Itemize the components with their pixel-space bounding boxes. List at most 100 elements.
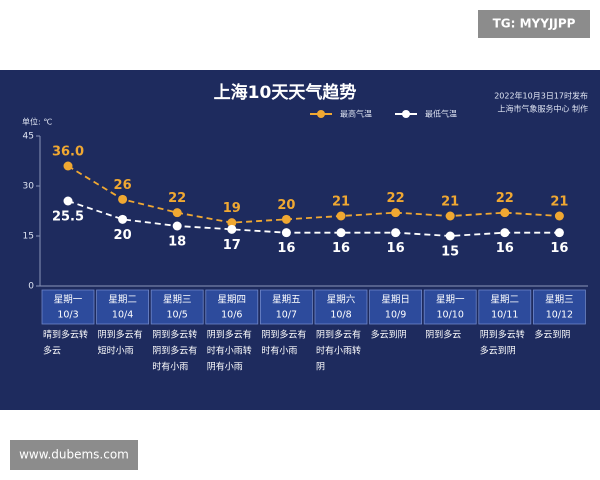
weather-description: 时有小雨 — [152, 361, 188, 373]
weekday-label: 星期一 — [54, 295, 83, 306]
data-label: 22 — [168, 191, 186, 206]
x-tick-label: 10/6 — [221, 310, 242, 321]
data-point — [445, 211, 455, 221]
weather-description: 多云 — [43, 345, 61, 357]
x-tick-label: 10/5 — [167, 310, 188, 321]
series-line — [67, 200, 560, 237]
data-point — [500, 208, 510, 218]
data-label: 21 — [441, 195, 459, 210]
data-label: 16 — [332, 241, 350, 256]
weather-description: 时有小雨 — [261, 345, 297, 357]
data-label: 25.5 — [52, 210, 84, 225]
legend-label: 最低气温 — [425, 109, 457, 119]
data-point — [63, 196, 73, 206]
x-tick-label: 10/3 — [57, 310, 78, 321]
watermark-box — [478, 10, 590, 38]
legend-label: 最高气温 — [340, 109, 372, 119]
data-point — [172, 208, 182, 218]
weekday-label: 星期日 — [381, 295, 410, 306]
data-point — [445, 231, 455, 241]
data-label: 21 — [550, 195, 568, 210]
watermark-top: TG: MYYJJPP — [493, 17, 576, 31]
data-label: 17 — [223, 238, 241, 253]
y-tick-label: 45 — [23, 132, 34, 142]
weather-description: 阴有小雨 — [207, 361, 243, 373]
weather-description: 阴到多云有 — [98, 329, 143, 341]
x-tick-label: 10/9 — [385, 310, 406, 321]
data-label: 26 — [114, 178, 132, 193]
legend-marker — [317, 110, 325, 118]
chart-panel — [0, 70, 600, 410]
data-label: 21 — [332, 195, 350, 210]
x-tick-label: 10/10 — [437, 310, 464, 321]
weather-description: 阴到多云 — [425, 329, 461, 341]
data-label: 19 — [223, 201, 241, 216]
data-label: 15 — [441, 245, 459, 260]
data-point — [554, 211, 564, 221]
data-point — [118, 214, 128, 224]
category-box — [205, 289, 259, 325]
data-label: 16 — [550, 241, 568, 256]
data-label: 22 — [387, 191, 405, 206]
y-tick-label: 15 — [23, 232, 34, 242]
x-tick-label: 10/4 — [112, 310, 133, 321]
weather-description: 多云到阴 — [480, 345, 516, 357]
category-box — [96, 289, 149, 325]
weather-description: 阴到多云有 — [207, 329, 252, 341]
data-label: 16 — [277, 241, 295, 256]
data-point — [227, 224, 237, 234]
weather-description: 阴到多云有 — [152, 345, 197, 357]
weekday-label: 星期五 — [272, 295, 301, 306]
x-tick-label: 10/11 — [491, 310, 518, 321]
weekday-label: 星期三 — [545, 295, 574, 306]
data-label: 16 — [387, 241, 405, 256]
y-tick-label: 30 — [23, 182, 35, 192]
data-label: 22 — [496, 191, 514, 206]
category-box — [41, 289, 95, 325]
weather-description: 阴 — [316, 362, 325, 373]
data-label: 20 — [114, 228, 132, 243]
category-box — [533, 289, 586, 325]
category-box — [369, 289, 423, 325]
watermark-bottom: www.dubems.com — [19, 448, 129, 462]
series-line — [67, 165, 560, 224]
weather-description: 阴到多云转 — [152, 329, 197, 341]
weather-description: 时有小雨转 — [316, 345, 361, 357]
data-point — [63, 161, 73, 171]
data-label: 36.0 — [52, 145, 84, 160]
issued: 2022年10月3日17时发布 — [494, 91, 588, 101]
data-label: 16 — [496, 241, 514, 256]
weekday-label: 星期三 — [163, 295, 192, 306]
data-point — [336, 211, 346, 221]
unit-label: 单位: ℃ — [22, 117, 52, 127]
watermark-box — [10, 440, 138, 470]
weather-description: 阴到多云转 — [480, 329, 525, 341]
weather-description: 多云到阴 — [371, 329, 407, 341]
x-tick-label: 10/8 — [330, 310, 351, 321]
legend-marker — [402, 110, 410, 118]
data-point — [500, 228, 510, 238]
category-box — [259, 289, 313, 325]
category-box — [423, 289, 477, 325]
weekday-label: 星期一 — [436, 295, 465, 306]
weekday-label: 星期四 — [218, 295, 247, 306]
weekday-label: 星期二 — [108, 295, 137, 306]
data-point — [118, 194, 128, 204]
data-point — [281, 228, 291, 238]
weather-description: 时有小雨转 — [207, 345, 252, 357]
y-tick-label: 0 — [28, 282, 34, 292]
data-point — [172, 221, 182, 231]
producer: 上海市气象服务中心 制作 — [497, 104, 588, 114]
x-tick-label: 10/12 — [546, 310, 573, 321]
data-label: 18 — [168, 235, 186, 250]
data-point — [281, 214, 291, 224]
weekday-label: 星期六 — [327, 294, 356, 306]
data-point — [391, 228, 401, 238]
weather-description: 阴到多云有 — [316, 329, 361, 341]
weather-description: 多云到阴 — [534, 329, 570, 341]
category-box — [478, 289, 532, 325]
weather-description: 阴到多云有 — [261, 329, 306, 341]
x-tick-label: 10/7 — [276, 310, 297, 321]
